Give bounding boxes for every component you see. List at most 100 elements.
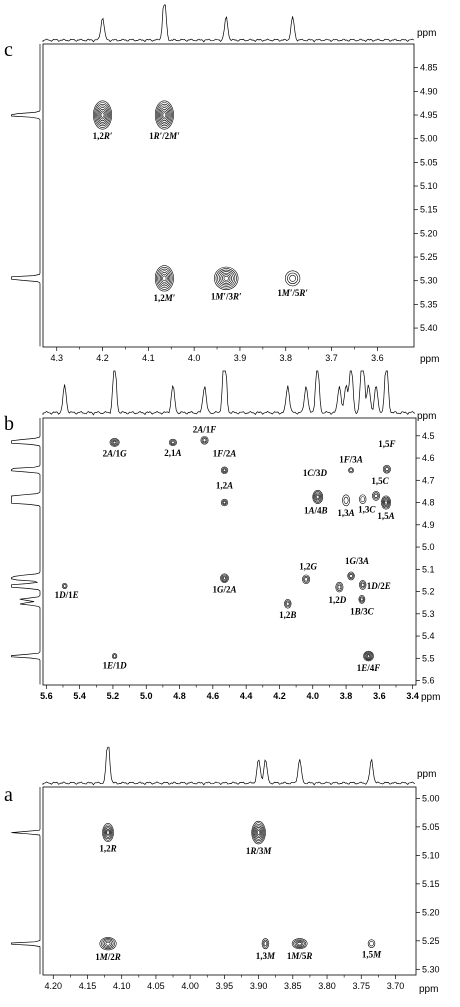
contour-ring — [220, 498, 229, 507]
contour-ring — [62, 584, 67, 588]
contour-ring — [162, 275, 167, 282]
contour-ring — [105, 941, 111, 946]
x-tick-label: 4.3 — [50, 353, 63, 363]
contour-ring — [256, 830, 261, 836]
contour-ring — [337, 584, 342, 590]
y-tick-label: 4.8 — [422, 498, 435, 508]
contour-ring — [109, 438, 120, 447]
cross-peak: 1,2B — [279, 599, 296, 620]
contour-ring — [202, 438, 207, 443]
cross-peak-label: 1M′/5R′ — [277, 288, 308, 298]
contour-ring — [221, 499, 228, 506]
contour-ring — [161, 273, 168, 283]
cross-peak-label: 1M/5R — [287, 951, 313, 961]
x-tick-label: 3.7 — [325, 353, 338, 363]
contour-ring — [285, 600, 291, 608]
contour-ring — [313, 491, 323, 503]
contour-ring — [162, 112, 167, 118]
y-axis-unit-c: ppm — [417, 28, 436, 39]
contour-ring — [383, 466, 390, 473]
x-tick-label: 3.95 — [216, 981, 234, 991]
contour-ring — [156, 102, 173, 128]
cross-peak: 1M′/5R′ — [277, 270, 308, 298]
plot-frame-c — [42, 43, 415, 348]
x-axis-unit-a: ppm — [419, 984, 438, 995]
y-tick-label: 4.90 — [420, 86, 438, 96]
cross-peak-label: 2A/1F — [193, 424, 217, 434]
cross-peak-label: 1A/4B — [304, 506, 328, 516]
y-tick-label: 4.85 — [420, 63, 438, 73]
contour-ring — [217, 269, 236, 287]
contour-ring — [289, 274, 296, 282]
contour-ring — [348, 572, 354, 580]
contour-ring — [374, 493, 378, 499]
contour-ring — [358, 595, 366, 604]
cross-peak-label: 1G/2A — [212, 585, 236, 595]
contour-ring — [218, 271, 234, 286]
x-tick-label: 5.2 — [107, 691, 120, 701]
contour-ring — [312, 490, 324, 504]
contour-ring — [284, 599, 292, 609]
side-projection-spectrum-b — [11, 418, 41, 685]
contour-ring — [360, 496, 365, 503]
cross-peak-label: 1,5M — [362, 950, 382, 960]
contour-ring — [367, 939, 376, 948]
contour-ring — [154, 265, 174, 292]
cross-peak: 1G/3A — [345, 556, 369, 581]
y-tick-label: 5.4 — [422, 631, 435, 641]
contour-ring — [315, 493, 321, 501]
contour-ring — [336, 583, 343, 591]
contour-ring — [171, 440, 175, 445]
contour-ring — [251, 820, 266, 845]
cross-peak-label: 1F/3A — [339, 454, 363, 464]
x-tick-label: 4.1 — [142, 353, 155, 363]
y-tick-label: 5.40 — [420, 323, 438, 333]
y-tick-label: 5.20 — [422, 907, 440, 917]
contour-ring — [360, 581, 366, 589]
y-ticks-b: 4.5 4.6 4.7 4.8 4.9 5.0 5.1 5.2 5.3 5.4 5.5 5.6 — [416, 431, 435, 686]
y-tick-label: 4.5 — [422, 431, 435, 441]
contour-ring — [364, 651, 373, 661]
contour-ring — [95, 103, 110, 127]
x-tick-label: 3.6 — [373, 691, 386, 701]
cross-peak-label: 1M′/3R′ — [211, 292, 242, 302]
contour-ring — [366, 654, 371, 658]
contour-ring — [382, 464, 391, 474]
contour-ring — [200, 435, 209, 445]
contour-ring — [96, 105, 109, 125]
cross-peak: 1G/2A — [212, 573, 237, 595]
cross-peak-label: 1R/3M — [246, 846, 273, 856]
contour-ring — [294, 940, 305, 948]
y-tick-label: 5.05 — [420, 157, 438, 167]
contour-ring — [220, 573, 229, 583]
contour-ring — [286, 601, 290, 606]
contour-ring — [369, 941, 374, 947]
contour-ring — [101, 938, 116, 950]
x-tick-label: 4.20 — [45, 981, 63, 991]
top-projection-spectrum-a — [42, 746, 416, 786]
cross-peak-label: 1R′/2M′ — [149, 131, 180, 141]
contour-ring — [160, 108, 169, 122]
cross-peak-label: 1E/4F — [357, 663, 381, 673]
cross-peak: 1,5A — [377, 495, 395, 521]
y-tick-label: 4.9 — [422, 520, 435, 530]
contour-ring — [284, 270, 301, 287]
cross-peak: 1E/1D — [103, 653, 127, 671]
x-axis-unit-c: ppm — [420, 354, 439, 365]
contour-ring — [220, 466, 229, 474]
cross-peak-label: 1,5C — [371, 476, 389, 486]
contour-ring — [158, 105, 171, 125]
x-tick-label: 4.6 — [207, 691, 220, 701]
contour-ring — [384, 500, 388, 505]
contour-ring — [381, 495, 391, 510]
y-ticks-a: 5.00 5.05 5.10 5.15 5.20 5.25 5.30 — [416, 793, 440, 974]
panel-b: b5.6 5.4 5.2 5.0 4.8 4.6 4.4 4.2 4.0 3.8 3.6 3.4 ppm… — [4, 370, 440, 703]
cross-peak: 1,5M — [362, 939, 382, 960]
contour-ring — [347, 571, 355, 581]
contour-ring — [316, 494, 320, 500]
y-tick-label: 5.00 — [420, 134, 438, 144]
cross-peak-label: 1B/3C — [350, 606, 375, 616]
cross-peak-label: 1G/3A — [345, 556, 369, 566]
contour-ring — [335, 581, 344, 593]
